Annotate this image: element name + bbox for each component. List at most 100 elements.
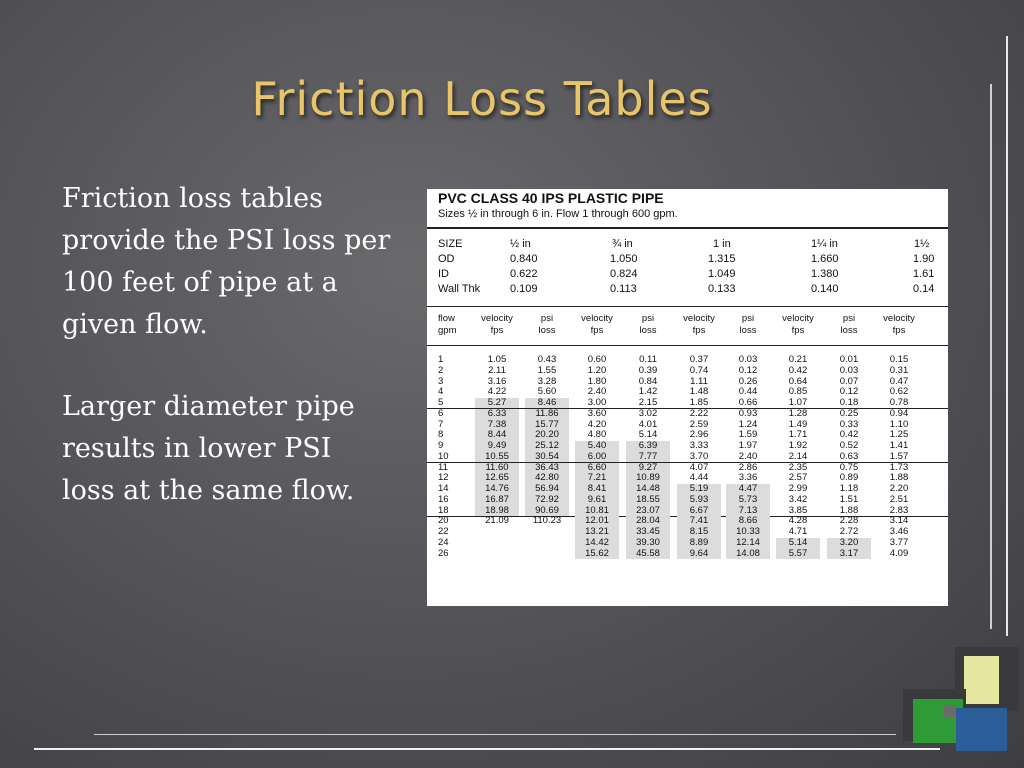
table-cell: 1.18	[839, 483, 859, 494]
paragraph-larger-diameter: Larger diameter pipe results in lower PS…	[62, 391, 355, 506]
id-one-half: 1.61	[913, 268, 935, 280]
decor-vertical-line-inner	[990, 84, 992, 629]
od-one: 1.315	[708, 253, 736, 265]
table-cell: 7.38	[475, 419, 519, 431]
table-cell: 8.15	[677, 526, 721, 538]
table-cell: 8.66	[726, 515, 770, 527]
decor-square-gray	[944, 705, 956, 717]
table-cell: 0.78	[889, 397, 909, 408]
table-cell: 0.01	[839, 354, 859, 365]
col-header-velocity-half: velocity fps	[481, 313, 513, 336]
flow-cell: 4	[438, 386, 444, 398]
flow-cell: 20	[438, 515, 449, 527]
table-cell: 3.14	[889, 515, 909, 527]
table-cell: 2.15	[638, 397, 658, 408]
table-cell: 14.42	[575, 537, 619, 549]
od-half: 0.840	[510, 253, 538, 265]
table-subtitle: Sizes ½ in through 6 in. Flow 1 through …	[438, 208, 678, 220]
table-cell: 0.93	[738, 407, 758, 419]
table-cell: 5.57	[776, 548, 820, 560]
table-cell: 6.33	[475, 408, 519, 420]
col-header-velocity-one-quarter: velocity fps	[782, 313, 814, 336]
slide-title: Friction Loss Tables	[251, 72, 713, 126]
table-cell: 3.00	[587, 397, 607, 408]
table-cell: 0.47	[889, 375, 909, 387]
table-cell: 18.55	[626, 494, 670, 506]
table-cell: 7.13	[726, 505, 770, 517]
table-row: 7 7.38 15.77 4.20 4.01 2.59 1.24 1.49 0.33 1.10	[427, 418, 948, 431]
flow-cell: 26	[438, 547, 449, 559]
spec-label-id: ID	[438, 268, 449, 280]
table-cell: 0.39	[638, 364, 658, 376]
table-cell: 8.46	[525, 397, 569, 409]
table-cell: 0.12	[839, 386, 859, 398]
flow-cell: 18	[438, 504, 449, 516]
table-row: 4 4.22 5.60 2.40 1.42 1.48 0.44 0.85 0.12 0.62	[427, 386, 948, 398]
table-cell: 6.67	[677, 505, 721, 517]
table-row: 22 13.21 33.45 8.15 10.33 4.71 2.72 3.46	[427, 526, 948, 538]
group-divider	[427, 408, 948, 410]
od-one-quarter: 1.660	[811, 253, 839, 265]
table-cell: 0.63	[839, 450, 859, 462]
id-one: 1.049	[708, 268, 736, 280]
table-cell: 7.41	[677, 515, 721, 527]
table-cell: 2.40	[587, 386, 607, 398]
table-cell: 2.51	[889, 493, 909, 505]
table-cell: 4.47	[726, 483, 770, 495]
table-cell: 5.73	[726, 494, 770, 506]
slide-body: Friction loss tables provide the PSI los…	[62, 178, 392, 552]
spec-label-size: SIZE	[438, 238, 463, 250]
table-cell: 6.60	[575, 462, 619, 474]
flow-cell: 2	[438, 364, 444, 376]
table-cell: 2.28	[839, 515, 859, 527]
table-cell: 25.12	[525, 440, 569, 452]
table-cell: 2.20	[889, 483, 909, 494]
size-one-half: 1½	[914, 238, 930, 250]
table-cell: 0.03	[738, 354, 758, 365]
table-cell: 3.46	[889, 526, 909, 537]
group-divider	[427, 462, 948, 463]
table-cell: 0.62	[889, 386, 909, 398]
table-cell: 0.94	[889, 407, 909, 419]
table-cell: 4.71	[788, 526, 808, 537]
flow-cell: 6	[438, 407, 444, 419]
table-cell: 14.08	[726, 548, 770, 560]
table-cell: 0.64	[788, 375, 808, 387]
table-row: 8 8.44 20.20 4.80 5.14 2.96 1.59 1.71 0.42 1.25	[427, 429, 948, 441]
table-cell: 1.10	[889, 418, 909, 430]
table-cell: 11.86	[525, 408, 569, 420]
table-cell: 9.49	[475, 440, 519, 452]
table-cell: 1.25	[889, 429, 909, 441]
spec-label-od: OD	[438, 253, 455, 265]
table-cell: 7.77	[626, 451, 670, 463]
table-cell: 2.83	[889, 504, 909, 516]
table-cell: 0.52	[839, 440, 859, 451]
table-cell: 4.20	[587, 418, 607, 430]
col-header-velocity-one: velocity fps	[683, 313, 715, 336]
table-cell: 2.57	[788, 472, 808, 484]
header-bottom-rule	[427, 345, 948, 346]
table-cell: 0.42	[788, 364, 808, 376]
table-cell: 1.71	[788, 429, 808, 441]
table-cell: 1.05	[487, 354, 507, 365]
od-three-quarter: 1.050	[610, 253, 638, 265]
flow-cell: 10	[438, 450, 449, 462]
table-cell: 10.55	[475, 451, 519, 463]
table-cell: 3.60	[587, 407, 607, 419]
table-cell: 5.14	[776, 537, 820, 549]
flow-cell: 9	[438, 440, 444, 451]
table-cell: 45.58	[626, 548, 670, 560]
decor-horizontal-line-lower	[34, 748, 940, 750]
table-cell: 1.48	[689, 386, 709, 398]
table-row: 3 3.16 3.28 1.80 0.84 1.11 0.26 0.64 0.07 0.47	[427, 375, 948, 388]
table-cell: 0.33	[839, 418, 859, 430]
table-cell: 7.21	[575, 472, 619, 484]
table-cell: 8.41	[575, 483, 619, 495]
table-cell: 0.84	[638, 375, 658, 387]
table-cell: 13.21	[575, 526, 619, 538]
table-row: 5 5.27 8.46 3.00 2.15 1.85 0.66 1.07 0.18 0.78	[427, 397, 948, 409]
table-cell: 42.80	[525, 472, 569, 484]
table-cell: 8.44	[475, 429, 519, 441]
table-cell: 0.03	[839, 364, 859, 376]
decor-horizontal-line-upper	[94, 734, 896, 735]
